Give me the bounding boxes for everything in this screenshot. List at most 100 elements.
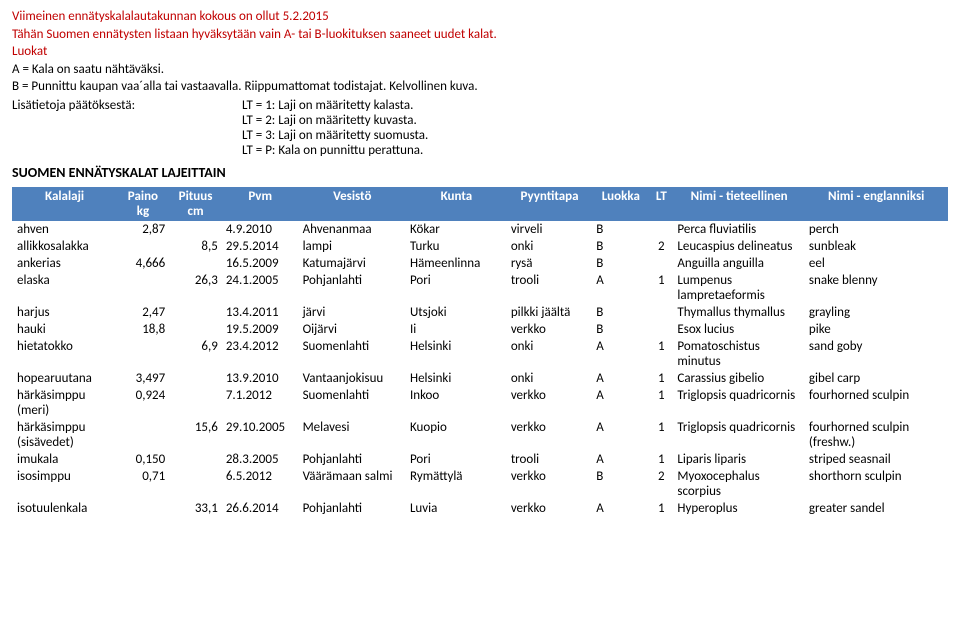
table-cell: Hyperoplus [673,500,805,517]
table-cell: 1 [649,387,673,419]
table-cell: perch [805,220,948,238]
table-cell: 0,150 [117,451,170,468]
table-cell: Inkoo [406,387,507,419]
table-cell [649,255,673,272]
info-block: Lisätietoja päätöksestä: LT = 1: Laji on… [12,98,948,158]
table-cell: A [592,338,649,370]
table-row: elaska26,324.1.2005PohjanlahtiPoritrooli… [13,272,948,304]
table-cell: gibel carp [805,370,948,387]
table-cell: A [592,387,649,419]
table-cell: härkäsimppu (meri) [13,387,117,419]
table-cell: Liparis liparis [673,451,805,468]
table-cell: grayling [805,304,948,321]
table-cell [169,321,222,338]
table-cell: fourhorned sculpin [805,387,948,419]
table-cell: 0,71 [117,468,170,500]
table-cell: trooli [507,451,592,468]
table-cell: 1 [649,451,673,468]
table-cell: B [592,468,649,500]
table-cell: 28.3.2005 [222,451,299,468]
table-cell: Lumpenus lampretaeformis [673,272,805,304]
table-cell: A [592,500,649,517]
info-right-block: LT = 1: Laji on määritetty kalasta. LT =… [242,98,428,158]
table-cell: A [592,419,649,451]
table-cell: verkko [507,500,592,517]
table-cell: Triglopsis quadricornis [673,387,805,419]
table-cell: onki [507,370,592,387]
table-cell [169,387,222,419]
header-line-1: Viimeinen ennätyskalalautakunnan kokous … [12,8,948,26]
main-title: SUOMEN ENNÄTYSKALAT LAJEITTAIN [12,164,948,181]
table-cell: 8,5 [169,238,222,255]
table-cell: B [592,304,649,321]
table-header-cell: Paino kg [117,187,170,220]
table-cell: verkko [507,419,592,451]
info-right-2: LT = 2: Laji on määritetty kuvasta. [242,113,428,128]
table-cell: 2,47 [117,304,170,321]
table-row: härkäsimppu (sisävedet)15,629.10.2005Mel… [13,419,948,451]
table-cell: 0,924 [117,387,170,419]
table-cell: verkko [507,387,592,419]
table-row: harjus2,4713.4.2011järviUtsjokipilkki jä… [13,304,948,321]
table-cell [117,238,170,255]
table-cell: 16.5.2009 [222,255,299,272]
table-cell: rysä [507,255,592,272]
table-cell: hauki [13,321,117,338]
table-header-cell: Kunta [406,187,507,220]
table-cell: hietatokko [13,338,117,370]
table-cell: elaska [13,272,117,304]
table-cell: Myoxocephalus scorpius [673,468,805,500]
table-cell [169,370,222,387]
table-cell [169,451,222,468]
table-cell: verkko [507,468,592,500]
table-cell: fourhorned sculpin (freshw.) [805,419,948,451]
table-cell: Melavesi [299,419,406,451]
table-cell: Pohjanlahti [299,451,406,468]
table-cell: 24.1.2005 [222,272,299,304]
table-row: allikkosalakka8,529.5.2014lampiTurkuonki… [13,238,948,255]
table-cell: 7.1.2012 [222,387,299,419]
table-cell: isotuulenkala [13,500,117,517]
table-cell: Pohjanlahti [299,272,406,304]
table-cell: Leucaspius delineatus [673,238,805,255]
table-cell: 29.5.2014 [222,238,299,255]
table-cell: harjus [13,304,117,321]
table-cell [117,500,170,517]
table-cell: sunbleak [805,238,948,255]
table-cell: Luvia [406,500,507,517]
table-cell: striped seasnail [805,451,948,468]
table-cell: 4,666 [117,255,170,272]
table-cell: B [592,255,649,272]
table-cell: B [592,238,649,255]
table-cell: virveli [507,220,592,238]
table-cell: Helsinki [406,338,507,370]
header-line-2: Tähän Suomen ennätysten listaan hyväksyt… [12,26,948,44]
table-cell [649,220,673,238]
table-cell: imukala [13,451,117,468]
table-cell: 26,3 [169,272,222,304]
table-cell: 13.4.2011 [222,304,299,321]
table-cell: 1 [649,272,673,304]
table-cell: sand goby [805,338,948,370]
info-right-4: LT = P: Kala on punnittu perattuna. [242,143,428,158]
table-row: isosimppu0,716.5.2012Väärämaan salmiRymä… [13,468,948,500]
table-cell: verkko [507,321,592,338]
table-row: ankerias4,66616.5.2009KatumajärviHämeenl… [13,255,948,272]
table-cell: Ii [406,321,507,338]
table-cell: Anguilla anguilla [673,255,805,272]
table-cell: Oijärvi [299,321,406,338]
table-cell: Pori [406,451,507,468]
table-cell: isosimppu [13,468,117,500]
table-cell: Turku [406,238,507,255]
table-cell: Kuopio [406,419,507,451]
table-cell [117,272,170,304]
table-cell: Katumajärvi [299,255,406,272]
table-cell: Pohjanlahti [299,500,406,517]
table-row: hietatokko6,923.4.2012SuomenlahtiHelsink… [13,338,948,370]
table-cell: Utsjoki [406,304,507,321]
table-cell: B [592,220,649,238]
table-cell: järvi [299,304,406,321]
info-left-label: Lisätietoja päätöksestä: [12,98,242,158]
table-cell: Pori [406,272,507,304]
header-line-3: Luokat [12,43,948,61]
